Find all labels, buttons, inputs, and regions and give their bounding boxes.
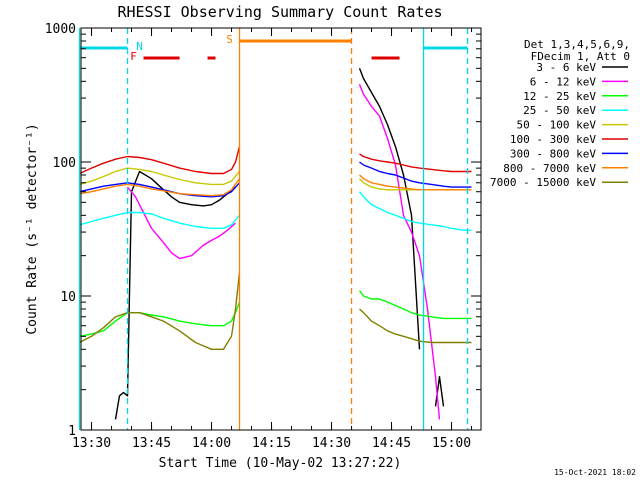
legend-entry-label: 100 - 300 keV xyxy=(510,133,596,146)
legend: Det 1,3,4,5,6,9,FDecim 1, Att 03 - 6 keV… xyxy=(490,38,630,189)
legend-entry-label: 6 - 12 keV xyxy=(530,75,597,88)
footer-date: 15-Oct-2021 18:02 xyxy=(554,468,636,477)
legend-entry-label: 12 - 25 keV xyxy=(523,90,596,103)
y-axis: 1 10 100 1000 xyxy=(45,22,481,439)
y-axis-label: Count Rate (s⁻¹ detector⁻¹) xyxy=(25,123,40,334)
series-line-8-1 xyxy=(359,308,472,344)
y-tick-label: 1 xyxy=(68,424,76,439)
y-tick-label: 10 xyxy=(60,290,76,305)
series-line-7-0 xyxy=(79,178,241,197)
legend-entry-label: 50 - 100 keV xyxy=(517,119,597,132)
flag-label-S: S xyxy=(226,33,233,46)
x-tick-label: 14:00 xyxy=(192,436,231,451)
series-line-2-0 xyxy=(79,301,241,337)
y-tick-label: 1000 xyxy=(45,22,76,37)
series-line-0-1 xyxy=(358,68,421,350)
legend-entry-label: 800 - 7000 keV xyxy=(503,162,596,175)
flag-label-F: F xyxy=(130,50,137,63)
x-axis: 13:30 13:45 14:00 14:15 14:30 14:45 15:00 xyxy=(72,28,473,451)
series-layer xyxy=(79,68,472,420)
x-tick-label: 13:30 xyxy=(72,436,111,451)
plot-frame xyxy=(80,27,482,431)
series-line-5-0 xyxy=(79,146,241,175)
legend-entry-label: 25 - 50 keV xyxy=(523,104,596,117)
x-axis-label: Start Time (10-May-02 13:27:22) xyxy=(159,456,402,471)
legend-entry-label: 300 - 800 keV xyxy=(510,147,596,160)
series-line-3-0 xyxy=(79,211,241,230)
legend-entry-label: 7000 - 15000 keV xyxy=(490,176,596,189)
series-line-6-0 xyxy=(79,182,241,198)
chart-title: RHESSI Observing Summary Count Rates xyxy=(117,3,442,21)
flag-label-N: N xyxy=(136,40,143,53)
series-line-5-1 xyxy=(359,153,472,173)
series-line-3-1 xyxy=(358,191,472,231)
series-line-4-0 xyxy=(79,167,241,186)
series-line-8-0 xyxy=(79,272,241,350)
x-tick-label: 15:00 xyxy=(432,436,471,451)
x-tick-label: 13:45 xyxy=(132,436,171,451)
x-tick-label: 14:45 xyxy=(372,436,411,451)
series-line-0-0 xyxy=(114,170,236,420)
x-tick-label: 14:15 xyxy=(252,436,291,451)
y-tick-label: 100 xyxy=(53,156,76,171)
x-tick-label: 14:30 xyxy=(312,436,351,451)
legend-header-line: Det 1,3,4,5,6,9, xyxy=(524,38,630,51)
series-line-2-1 xyxy=(358,290,472,320)
legend-header-line: FDecim 1, Att 0 xyxy=(531,50,630,63)
series-line-7-1 xyxy=(359,174,472,191)
series-line-6-1 xyxy=(359,161,472,188)
legend-entry-label: 3 - 6 keV xyxy=(536,61,596,74)
